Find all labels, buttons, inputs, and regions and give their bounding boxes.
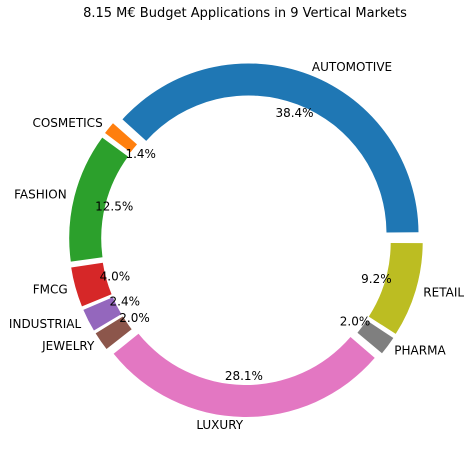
category-label-jewelry: JEWELRY	[41, 339, 95, 353]
chart-title: 8.15 M€ Budget Applications in 9 Vertica…	[83, 6, 407, 21]
slice-cosmetics	[105, 123, 137, 153]
pct-label-jewelry: 2.0%	[119, 311, 150, 325]
category-label-automotive: AUTOMOTIVE	[312, 60, 392, 74]
pct-label-automotive: 38.4%	[275, 106, 313, 120]
slice-retail	[368, 242, 423, 334]
category-label-fashion: FASHION	[14, 188, 67, 202]
pct-label-fmcg: 4.0%	[100, 269, 131, 283]
category-label-retail: RETAIL	[423, 286, 464, 300]
slice-automotive	[122, 63, 419, 233]
category-label-luxury: LUXURY	[196, 418, 243, 432]
category-label-pharma: PHARMA	[394, 344, 446, 358]
pct-label-cosmetics: 1.4%	[125, 147, 156, 161]
category-label-fmcg: FMCG	[33, 282, 68, 296]
pct-label-luxury: 28.1%	[225, 369, 263, 383]
slice-jewelry	[95, 316, 132, 349]
slices-group	[69, 63, 423, 417]
category-label-industrial: INDUSTRIAL	[9, 317, 82, 331]
pct-label-fashion: 12.5%	[95, 200, 133, 214]
slice-fashion	[69, 137, 129, 262]
labels-group: 38.4% AUTOMOTIVE 1.4% COSMETICS 12.5% FASHION…	[9, 60, 464, 432]
slice-fmcg	[71, 262, 112, 307]
slice-industrial	[83, 297, 122, 331]
pct-label-pharma: 2.0%	[340, 314, 371, 328]
pct-label-retail: 9.2%	[361, 272, 392, 286]
pct-label-industrial: 2.4%	[110, 295, 141, 309]
slice-luxury	[113, 333, 375, 417]
slice-pharma	[357, 320, 394, 354]
category-label-cosmetics: COSMETICS	[32, 116, 102, 130]
